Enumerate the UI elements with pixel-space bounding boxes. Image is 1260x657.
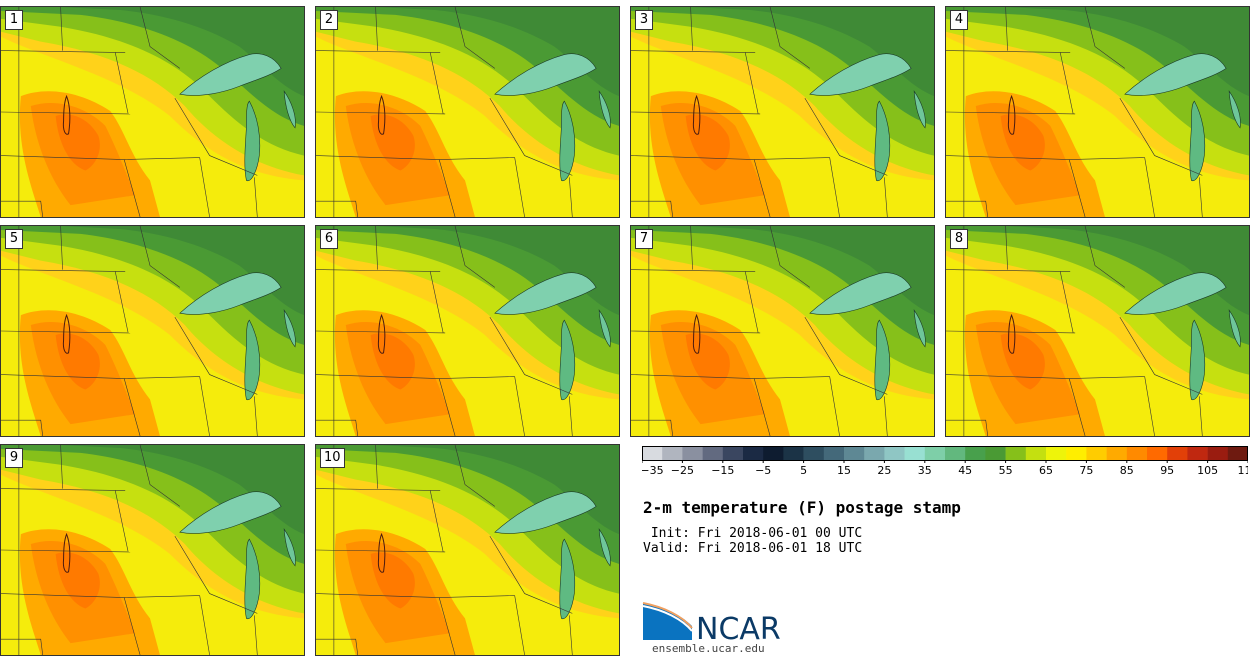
colorbar-tick-label: 95 <box>1160 464 1174 476</box>
colorbar-swatch <box>743 446 764 460</box>
colorbar-swatch <box>844 446 865 460</box>
colorbar-tick-label: −35 <box>642 464 664 476</box>
colorbar-swatch <box>763 446 784 460</box>
map-image <box>316 445 619 655</box>
map-image <box>946 7 1249 217</box>
colorbar-swatch <box>1046 446 1067 460</box>
map-image <box>316 226 619 436</box>
colorbar-swatch <box>965 446 986 460</box>
colorbar-tick-label: 85 <box>1120 464 1134 476</box>
colorbar-tick-label: 5 <box>800 464 807 476</box>
colorbar-tick-label: −25 <box>671 464 694 476</box>
colorbar-swatch <box>702 446 724 460</box>
logo-url: ensemble.ucar.edu <box>652 642 765 655</box>
map-image <box>316 7 619 217</box>
colorbar-swatch <box>1086 446 1107 460</box>
colorbar-tick-label: 25 <box>877 464 891 476</box>
colorbar-swatch <box>682 446 703 460</box>
colorbar-tick-label: −15 <box>711 464 734 476</box>
map-image <box>1 7 304 217</box>
colorbar-swatch <box>904 446 926 460</box>
map-panel-3: 3 <box>630 6 935 218</box>
colorbar-swatch <box>884 446 905 460</box>
colorbar-swatch <box>864 446 885 460</box>
panel-number: 1 <box>5 10 23 30</box>
colorbar-swatch <box>1227 446 1248 460</box>
panel-number: 10 <box>320 448 345 468</box>
colorbar-tick-label: 55 <box>999 464 1013 476</box>
colorbar-tick-label: −5 <box>755 464 771 476</box>
colorbar-swatch <box>1106 446 1128 460</box>
panel-number: 8 <box>950 229 968 249</box>
colorbar-tick-label: 105 <box>1197 464 1218 476</box>
colorbar-tick-label: 45 <box>958 464 972 476</box>
map-panel-2: 2 <box>315 6 620 218</box>
panel-number: 5 <box>5 229 23 249</box>
map-image <box>631 226 934 436</box>
colorbar-swatch <box>662 446 683 460</box>
panel-number: 6 <box>320 229 338 249</box>
figure-title: 2-m temperature (F) postage stamp <box>643 498 961 517</box>
map-panel-6: 6 <box>315 225 620 437</box>
colorbar-swatch <box>1005 446 1027 460</box>
colorbar-tick-label: 15 <box>837 464 851 476</box>
panel-number: 2 <box>320 10 338 30</box>
map-panel-9: 9 <box>0 444 305 656</box>
map-image <box>1 445 304 655</box>
map-panel-1: 1 <box>0 6 305 218</box>
panel-number: 9 <box>5 448 23 468</box>
colorbar-swatch <box>1025 446 1047 460</box>
colorbar-swatch <box>985 446 1006 460</box>
colorbar-swatch <box>1126 446 1148 460</box>
colorbar-swatch <box>945 446 966 460</box>
colorbar-swatch <box>823 446 845 460</box>
ncar-logo: NCAR <box>642 602 781 642</box>
map-image <box>631 7 934 217</box>
map-panel-4: 4 <box>945 6 1250 218</box>
colorbar-swatch <box>783 446 804 460</box>
map-image <box>946 226 1249 436</box>
colorbar-swatch <box>1187 446 1208 460</box>
logo-text: NCAR <box>696 612 781 642</box>
colorbar-tick-label: 65 <box>1039 464 1053 476</box>
panel-number: 4 <box>950 10 968 30</box>
colorbar-swatch <box>803 446 825 460</box>
colorbar-swatch <box>1147 446 1168 460</box>
logo-mark <box>643 603 692 640</box>
map-panel-5: 5 <box>0 225 305 437</box>
panel-number: 7 <box>635 229 653 249</box>
colorbar-swatch <box>1207 446 1229 460</box>
colorbar-tick-label: 75 <box>1079 464 1093 476</box>
map-image <box>1 226 304 436</box>
colorbar-tick-label: 115 <box>1238 464 1249 476</box>
colorbar-tick-label: 35 <box>918 464 932 476</box>
colorbar-swatch <box>924 446 946 460</box>
colorbar-swatch <box>1066 446 1087 460</box>
colorbar-swatch <box>642 446 663 460</box>
panel-number: 3 <box>635 10 653 30</box>
temperature-colorbar: −35 −25 −15 −5 5 15 25 35 45 55 65 75 85 95 105 115 <box>642 446 1248 476</box>
colorbar-swatch <box>722 446 744 460</box>
map-panel-8: 8 <box>945 225 1250 437</box>
colorbar-swatch <box>1167 446 1188 460</box>
init-time: Init: Fri 2018-06-01 00 UTC <box>643 526 863 541</box>
map-panel-10: 10 <box>315 444 620 656</box>
valid-time: Valid: Fri 2018-06-01 18 UTC <box>643 541 863 556</box>
map-panel-7: 7 <box>630 225 935 437</box>
